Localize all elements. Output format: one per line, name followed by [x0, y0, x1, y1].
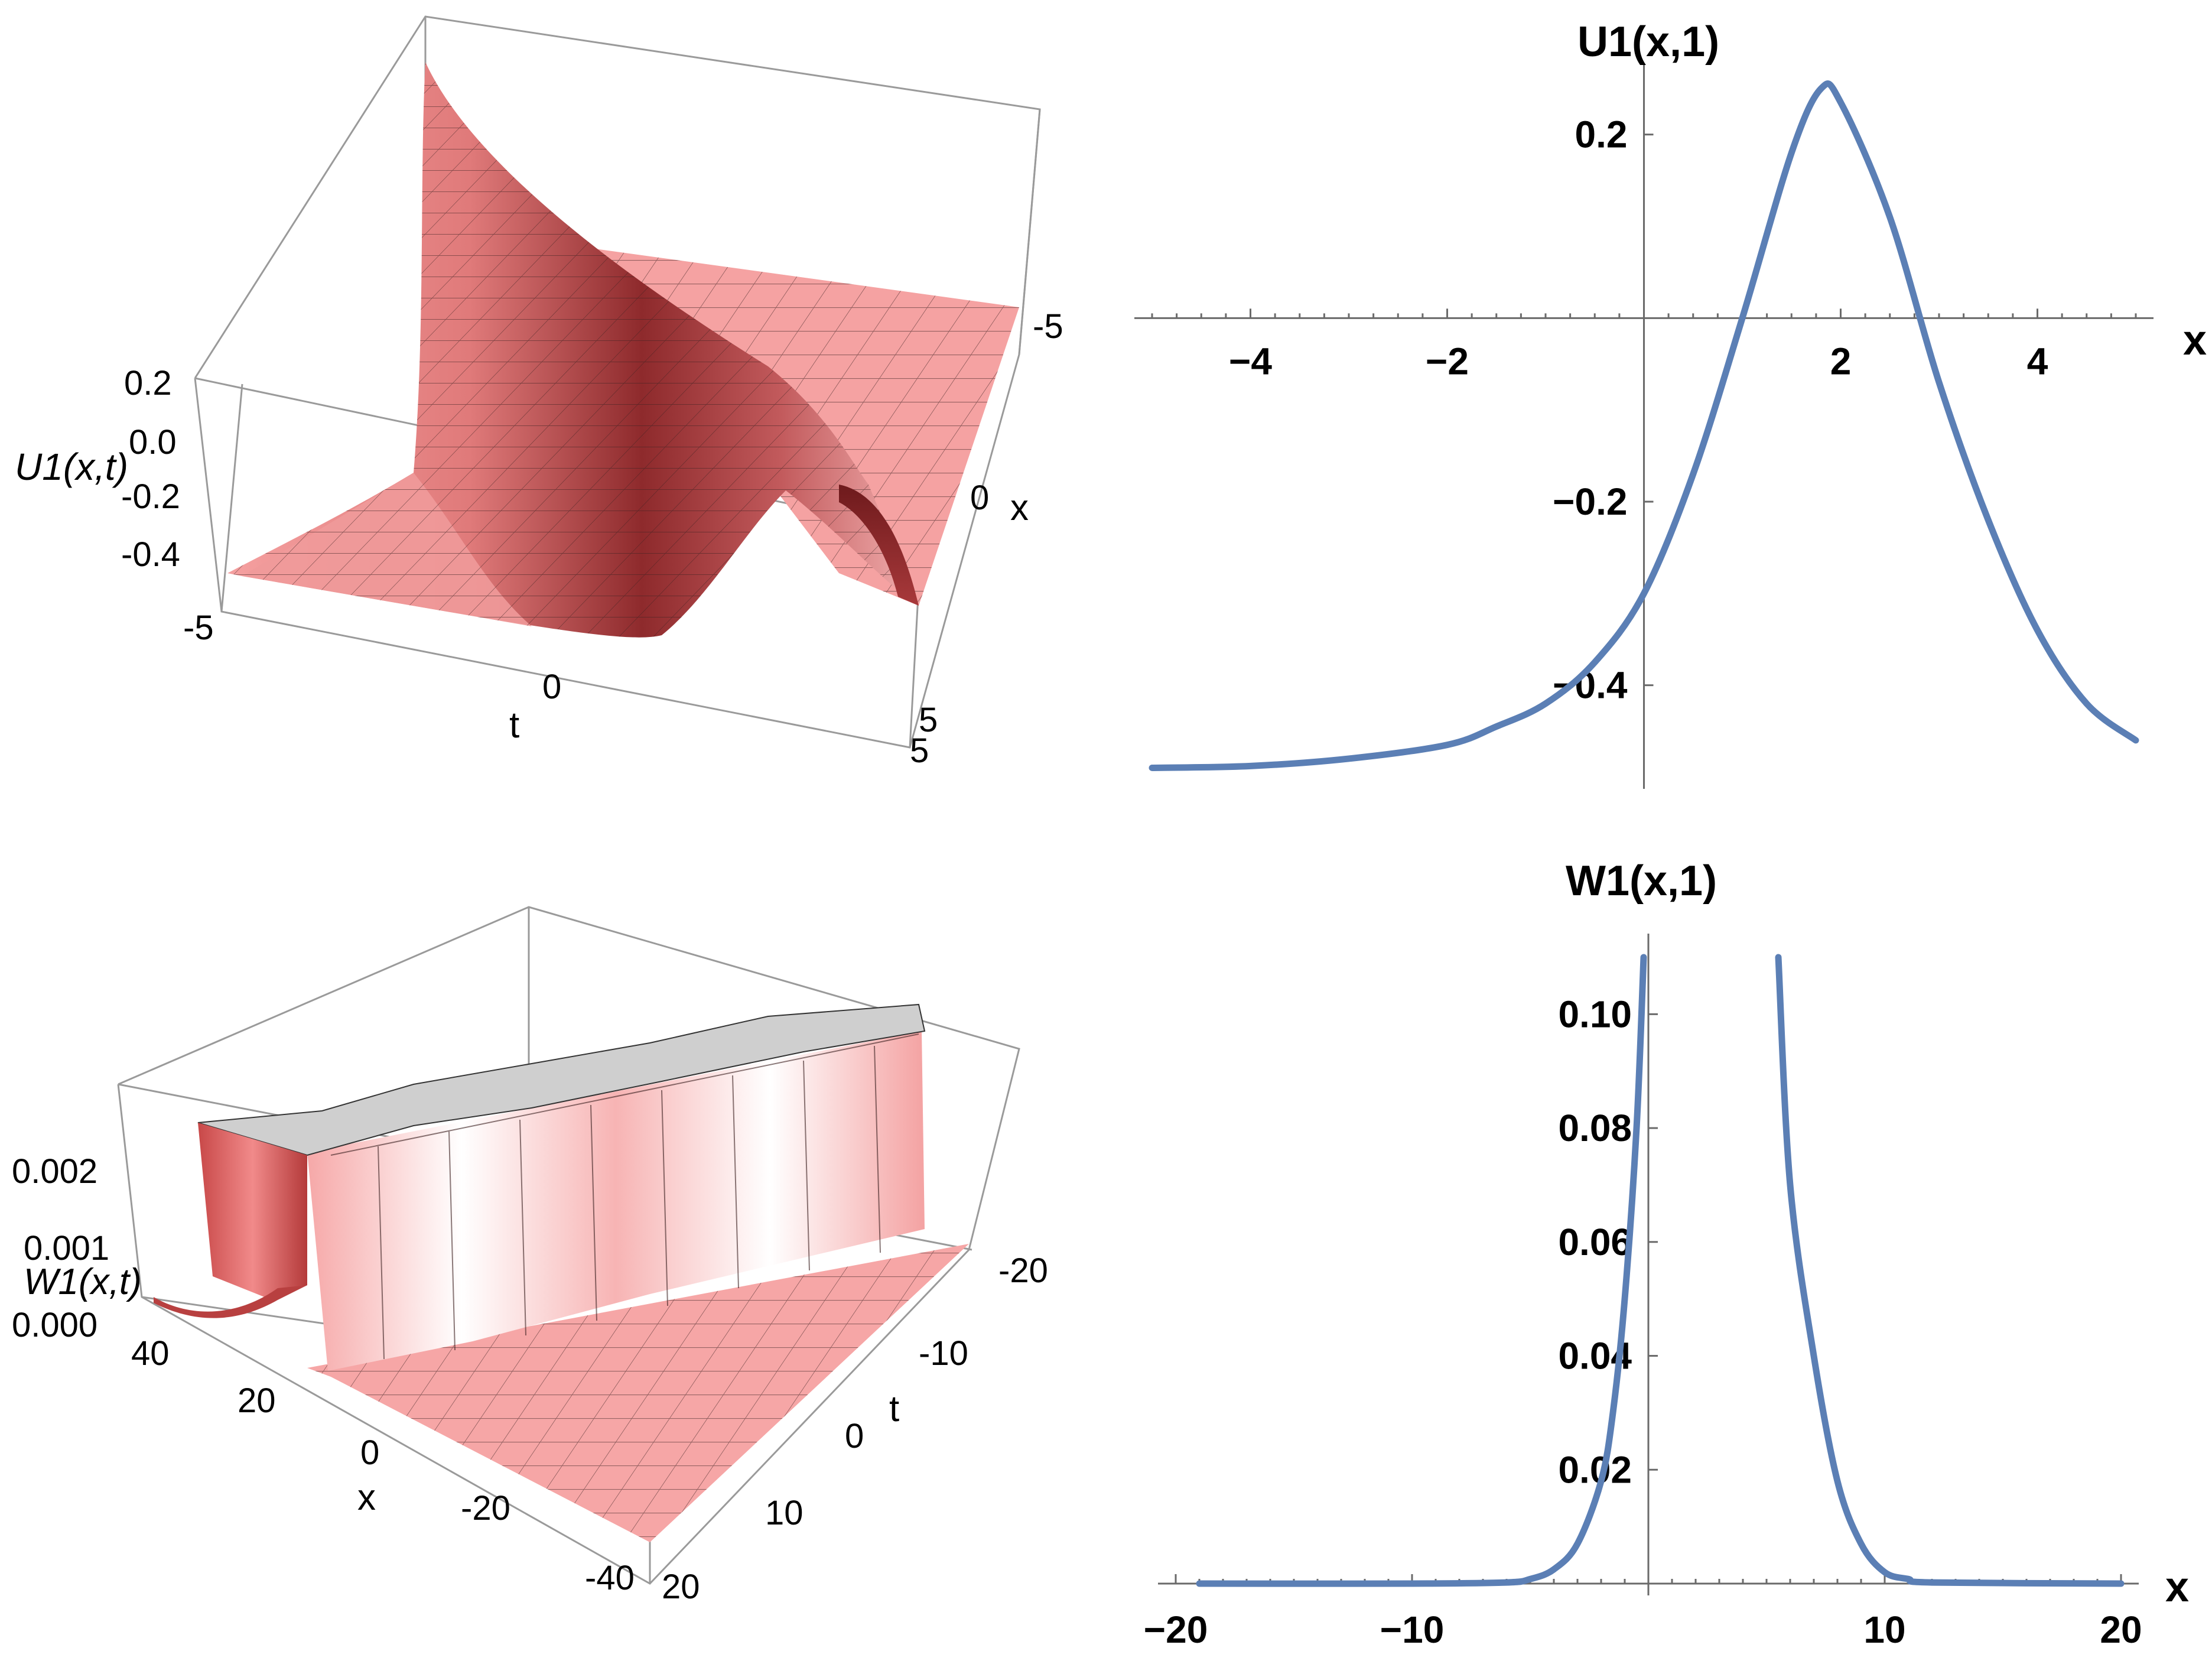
- w1-surface-wall: [307, 1031, 925, 1371]
- w1-line-title: W1(x,1): [1566, 857, 1717, 905]
- u1-x-axis-label: x: [1010, 487, 1029, 528]
- w1-x-axis-label: x: [357, 1477, 376, 1518]
- w1-t-tick: 20: [662, 1568, 700, 1606]
- y-tick-label: 0.02: [1558, 1448, 1632, 1491]
- u1-x-tick: -5: [1033, 307, 1063, 346]
- x-tick-label: 4: [2027, 340, 2048, 382]
- x-tick-label: 20: [2100, 1608, 2142, 1651]
- u1-surface-front-mesh: [242, 473, 532, 626]
- w1-z-tick: 0.002: [12, 1152, 97, 1191]
- u1-t-axis-label: t: [509, 705, 519, 746]
- w1-surface-floor-mesh: [307, 1244, 969, 1542]
- u1-t-tick: 0: [542, 668, 561, 706]
- w1-t-tick: 0: [845, 1417, 864, 1455]
- x-tick-label: −10: [1380, 1608, 1445, 1651]
- u1-z-tick: 0.2: [124, 364, 172, 402]
- x-tick-label: 2: [1830, 340, 1852, 382]
- u1-surface-underside: [839, 485, 919, 606]
- x-tick-label: −20: [1144, 1608, 1208, 1651]
- w1-x-tick: 20: [238, 1382, 276, 1420]
- w1-z-tick: 0.001: [24, 1229, 109, 1267]
- u1-line-title: U1(x,1): [1577, 18, 1719, 66]
- w1-t-tick: 10: [765, 1494, 804, 1532]
- x-tick-label: −2: [1426, 340, 1469, 382]
- u1-t-tick: -5: [183, 609, 214, 647]
- y-tick-label: −0.2: [1553, 480, 1627, 523]
- series-line: [1775, 954, 2125, 1587]
- surface-plot-u1: 0.2 0.0 -0.2 -0.4 U1(x,t) -5 0 5 t -5 0 …: [15, 15, 1063, 770]
- u1-z-tick: -0.4: [121, 535, 180, 574]
- u1-z-tick: -0.2: [121, 477, 180, 516]
- u1-box-edge: [1018, 109, 1041, 355]
- surface-plot-w1: 0.002 0.001 0.000 W1(x,t) 40 20 0 -20 -4…: [12, 906, 1048, 1606]
- u1-x-tick: 0: [970, 479, 989, 517]
- series-line: [1149, 80, 2139, 771]
- u1-z-axis-label: U1(x,t): [15, 446, 128, 488]
- x-tick-label: 10: [1863, 1608, 1905, 1651]
- w1-z-tick: 0.000: [12, 1306, 97, 1344]
- w1-x-tick: -40: [585, 1559, 635, 1597]
- w1-line-x-axis-label: x: [2165, 1564, 2189, 1611]
- u1-box-edge: [220, 383, 243, 612]
- y-tick-label: 0.2: [1575, 113, 1628, 156]
- w1-x-tick: -20: [461, 1489, 510, 1527]
- u1-t-tick: 5: [910, 732, 929, 770]
- w1-z-axis-label: W1(x,t): [24, 1262, 142, 1302]
- line-plot-w1: W1(x,1) x −20 −10 10 200.020.040.060.080.10: [1144, 857, 2189, 1651]
- w1-surface-wall-mesh: [330, 1033, 919, 1360]
- w1-surface-left-foot: [154, 1285, 307, 1318]
- w1-x-tick: 40: [131, 1334, 170, 1373]
- u1-x-tick: 5: [919, 701, 938, 739]
- w1-surface-left-wall: [198, 1123, 307, 1300]
- y-tick-label: 0.08: [1558, 1107, 1632, 1149]
- line-plot-u1: U1(x,1) x −4 −2 2 40.2−0.2−0.4: [1134, 18, 2207, 789]
- x-tick-label: −4: [1229, 340, 1272, 382]
- w1-surface-clip-top: [197, 1003, 926, 1156]
- w1-x-tick: 0: [360, 1434, 379, 1472]
- u1-line-x-axis-label: x: [2183, 317, 2207, 364]
- u1-z-tick: 0.0: [129, 423, 177, 461]
- series-line: [1196, 954, 1647, 1587]
- y-tick-label: 0.06: [1558, 1221, 1632, 1263]
- w1-t-tick: -20: [998, 1252, 1048, 1290]
- w1-t-tick: -10: [919, 1334, 968, 1373]
- w1-t-axis-label: t: [889, 1389, 899, 1429]
- y-tick-label: 0.10: [1558, 993, 1632, 1035]
